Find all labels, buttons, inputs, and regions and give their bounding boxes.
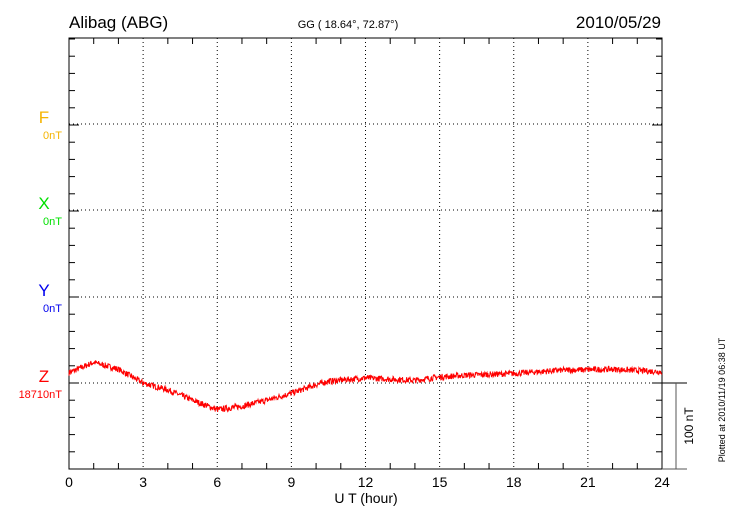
x-tick-label: 12 <box>358 474 374 490</box>
date-label: 2010/05/29 <box>576 13 661 32</box>
scale-bar: 100 nT <box>662 382 696 470</box>
station-title: Alibag (ABG) <box>69 13 168 32</box>
plotted-note: Plotted at 2010/11/19 06:38 UT <box>717 337 727 462</box>
channel-baseline-f: 0nT <box>43 130 62 142</box>
x-tick-label: 24 <box>654 474 670 490</box>
channel-name-z: Z <box>39 367 49 386</box>
grid <box>69 38 662 469</box>
x-tick-label: 6 <box>213 474 221 490</box>
channel-name-y: Y <box>38 281 49 300</box>
x-tick-label: 21 <box>580 474 596 490</box>
coordinates-label: GG ( 18.64°, 72.87°) <box>298 19 399 31</box>
channel-labels: F 0nT X 0nT Y 0nT Z 18710nT <box>19 108 63 401</box>
trace-z <box>68 360 663 413</box>
scale-bar-label: 100 nT <box>682 407 696 445</box>
plot-frame <box>68 37 663 470</box>
x-tick-label: 18 <box>506 474 522 490</box>
x-tick-label: 9 <box>287 474 295 490</box>
channel-name-f: F <box>39 108 49 127</box>
x-tick-label: 3 <box>139 474 147 490</box>
x-axis-label: U T (hour) <box>334 490 397 506</box>
channel-baseline-y: 0nT <box>43 303 62 315</box>
channel-baseline-x: 0nT <box>43 216 62 228</box>
x-tick-labels: 0 3 6 9 12 15 18 21 24 <box>65 474 670 490</box>
x-tick-label: 15 <box>432 474 448 490</box>
x-tick-label: 0 <box>65 474 73 490</box>
channel-baseline-z: 18710nT <box>19 389 63 401</box>
traces <box>68 360 663 413</box>
channel-name-x: X <box>38 194 49 213</box>
